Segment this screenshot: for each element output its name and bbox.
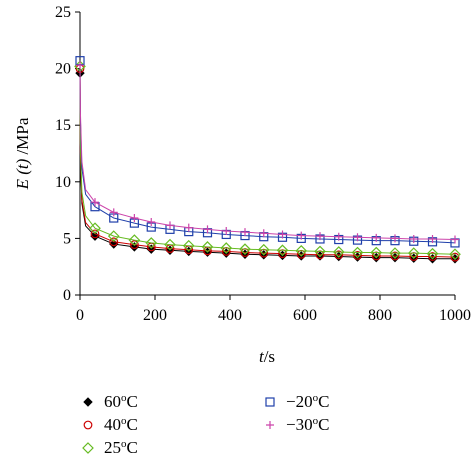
data-point — [390, 251, 400, 261]
y-tick-label: 5 — [63, 230, 71, 247]
legend-item: −20oC — [265, 392, 329, 411]
series-line — [79, 60, 456, 244]
data-point — [83, 397, 93, 407]
series-layer — [74, 56, 461, 264]
data-point — [351, 246, 364, 259]
data-point — [147, 217, 156, 226]
legend-label: 25oC — [104, 438, 138, 457]
y-tick-label: 0 — [63, 287, 71, 304]
data-point — [239, 243, 251, 256]
data-point — [409, 234, 418, 243]
data-point — [389, 247, 401, 259]
x-tick-label: 400 — [218, 307, 242, 324]
series-5 — [76, 61, 459, 244]
series-2 — [75, 64, 460, 262]
data-point — [130, 214, 139, 223]
series-line — [79, 66, 456, 255]
data-point — [370, 246, 383, 259]
series-line — [79, 73, 455, 260]
legend-item: 60oC — [83, 392, 138, 411]
data-point — [428, 234, 437, 243]
data-point — [314, 245, 326, 258]
data-point — [91, 198, 99, 207]
data-point — [220, 242, 233, 254]
data-point — [89, 222, 101, 235]
data-point — [182, 239, 195, 252]
data-point — [278, 230, 287, 239]
legend-label: 40oC — [104, 415, 138, 434]
x-tick-label: 600 — [293, 307, 317, 324]
data-point — [297, 231, 306, 240]
data-point — [76, 61, 84, 70]
data-point — [129, 240, 139, 250]
series-3 — [74, 60, 461, 261]
data-point — [316, 232, 324, 241]
x-tick-label: 200 — [143, 307, 167, 324]
x-tick-label: 800 — [368, 307, 392, 324]
data-point — [353, 233, 362, 242]
data-point — [128, 234, 141, 246]
data-point — [222, 227, 231, 236]
data-point — [90, 229, 100, 239]
data-point — [109, 237, 119, 247]
data-point — [353, 250, 362, 260]
data-point — [166, 221, 174, 230]
legend-item: 40oC — [83, 415, 138, 434]
data-point — [266, 421, 274, 429]
data-point — [241, 228, 249, 237]
axes: 0 5 10 15 20 25 0 200 400 600 800 1000 t/s E (t) /MPa — [13, 4, 471, 366]
legend-item: 25oC — [82, 438, 138, 457]
y-tick-label: 25 — [55, 4, 71, 21]
x-axis-title: t/s — [259, 347, 275, 366]
data-point — [201, 241, 214, 253]
legend: 60oC 40oC 25oC −20oC −30oC — [82, 392, 329, 457]
legend-label: −20oC — [286, 392, 329, 411]
legend-label: 60oC — [104, 392, 138, 411]
y-tick-label: 15 — [55, 117, 71, 134]
data-point — [203, 225, 212, 234]
y-tick-label: 20 — [55, 61, 71, 78]
data-point — [450, 252, 460, 262]
data-point — [83, 420, 93, 430]
data-point — [332, 246, 345, 258]
data-point — [391, 234, 399, 243]
data-point — [257, 243, 270, 256]
series-line — [79, 68, 456, 258]
data-point — [259, 229, 268, 238]
data-point — [107, 230, 120, 242]
data-point — [184, 223, 193, 232]
data-point — [426, 247, 439, 260]
data-point — [164, 238, 176, 251]
data-point — [334, 232, 343, 241]
data-point — [295, 245, 308, 257]
data-point — [276, 244, 289, 257]
data-point — [407, 247, 420, 259]
data-point — [372, 233, 381, 242]
legend-item: −30oC — [266, 415, 329, 434]
x-tick-label: 0 — [76, 307, 84, 324]
data-point — [451, 235, 459, 244]
data-point — [428, 252, 437, 261]
data-point — [334, 250, 344, 260]
data-point — [82, 442, 94, 454]
data-point — [449, 248, 461, 261]
legend-label: −30oC — [286, 415, 329, 434]
data-point — [265, 397, 275, 407]
x-tick-label: 1000 — [439, 307, 471, 324]
y-tick-label: 10 — [55, 174, 71, 191]
data-point — [145, 237, 158, 249]
y-axis-title: E (t) /MPa — [13, 117, 32, 190]
data-point — [109, 208, 118, 217]
series-line — [79, 65, 456, 241]
